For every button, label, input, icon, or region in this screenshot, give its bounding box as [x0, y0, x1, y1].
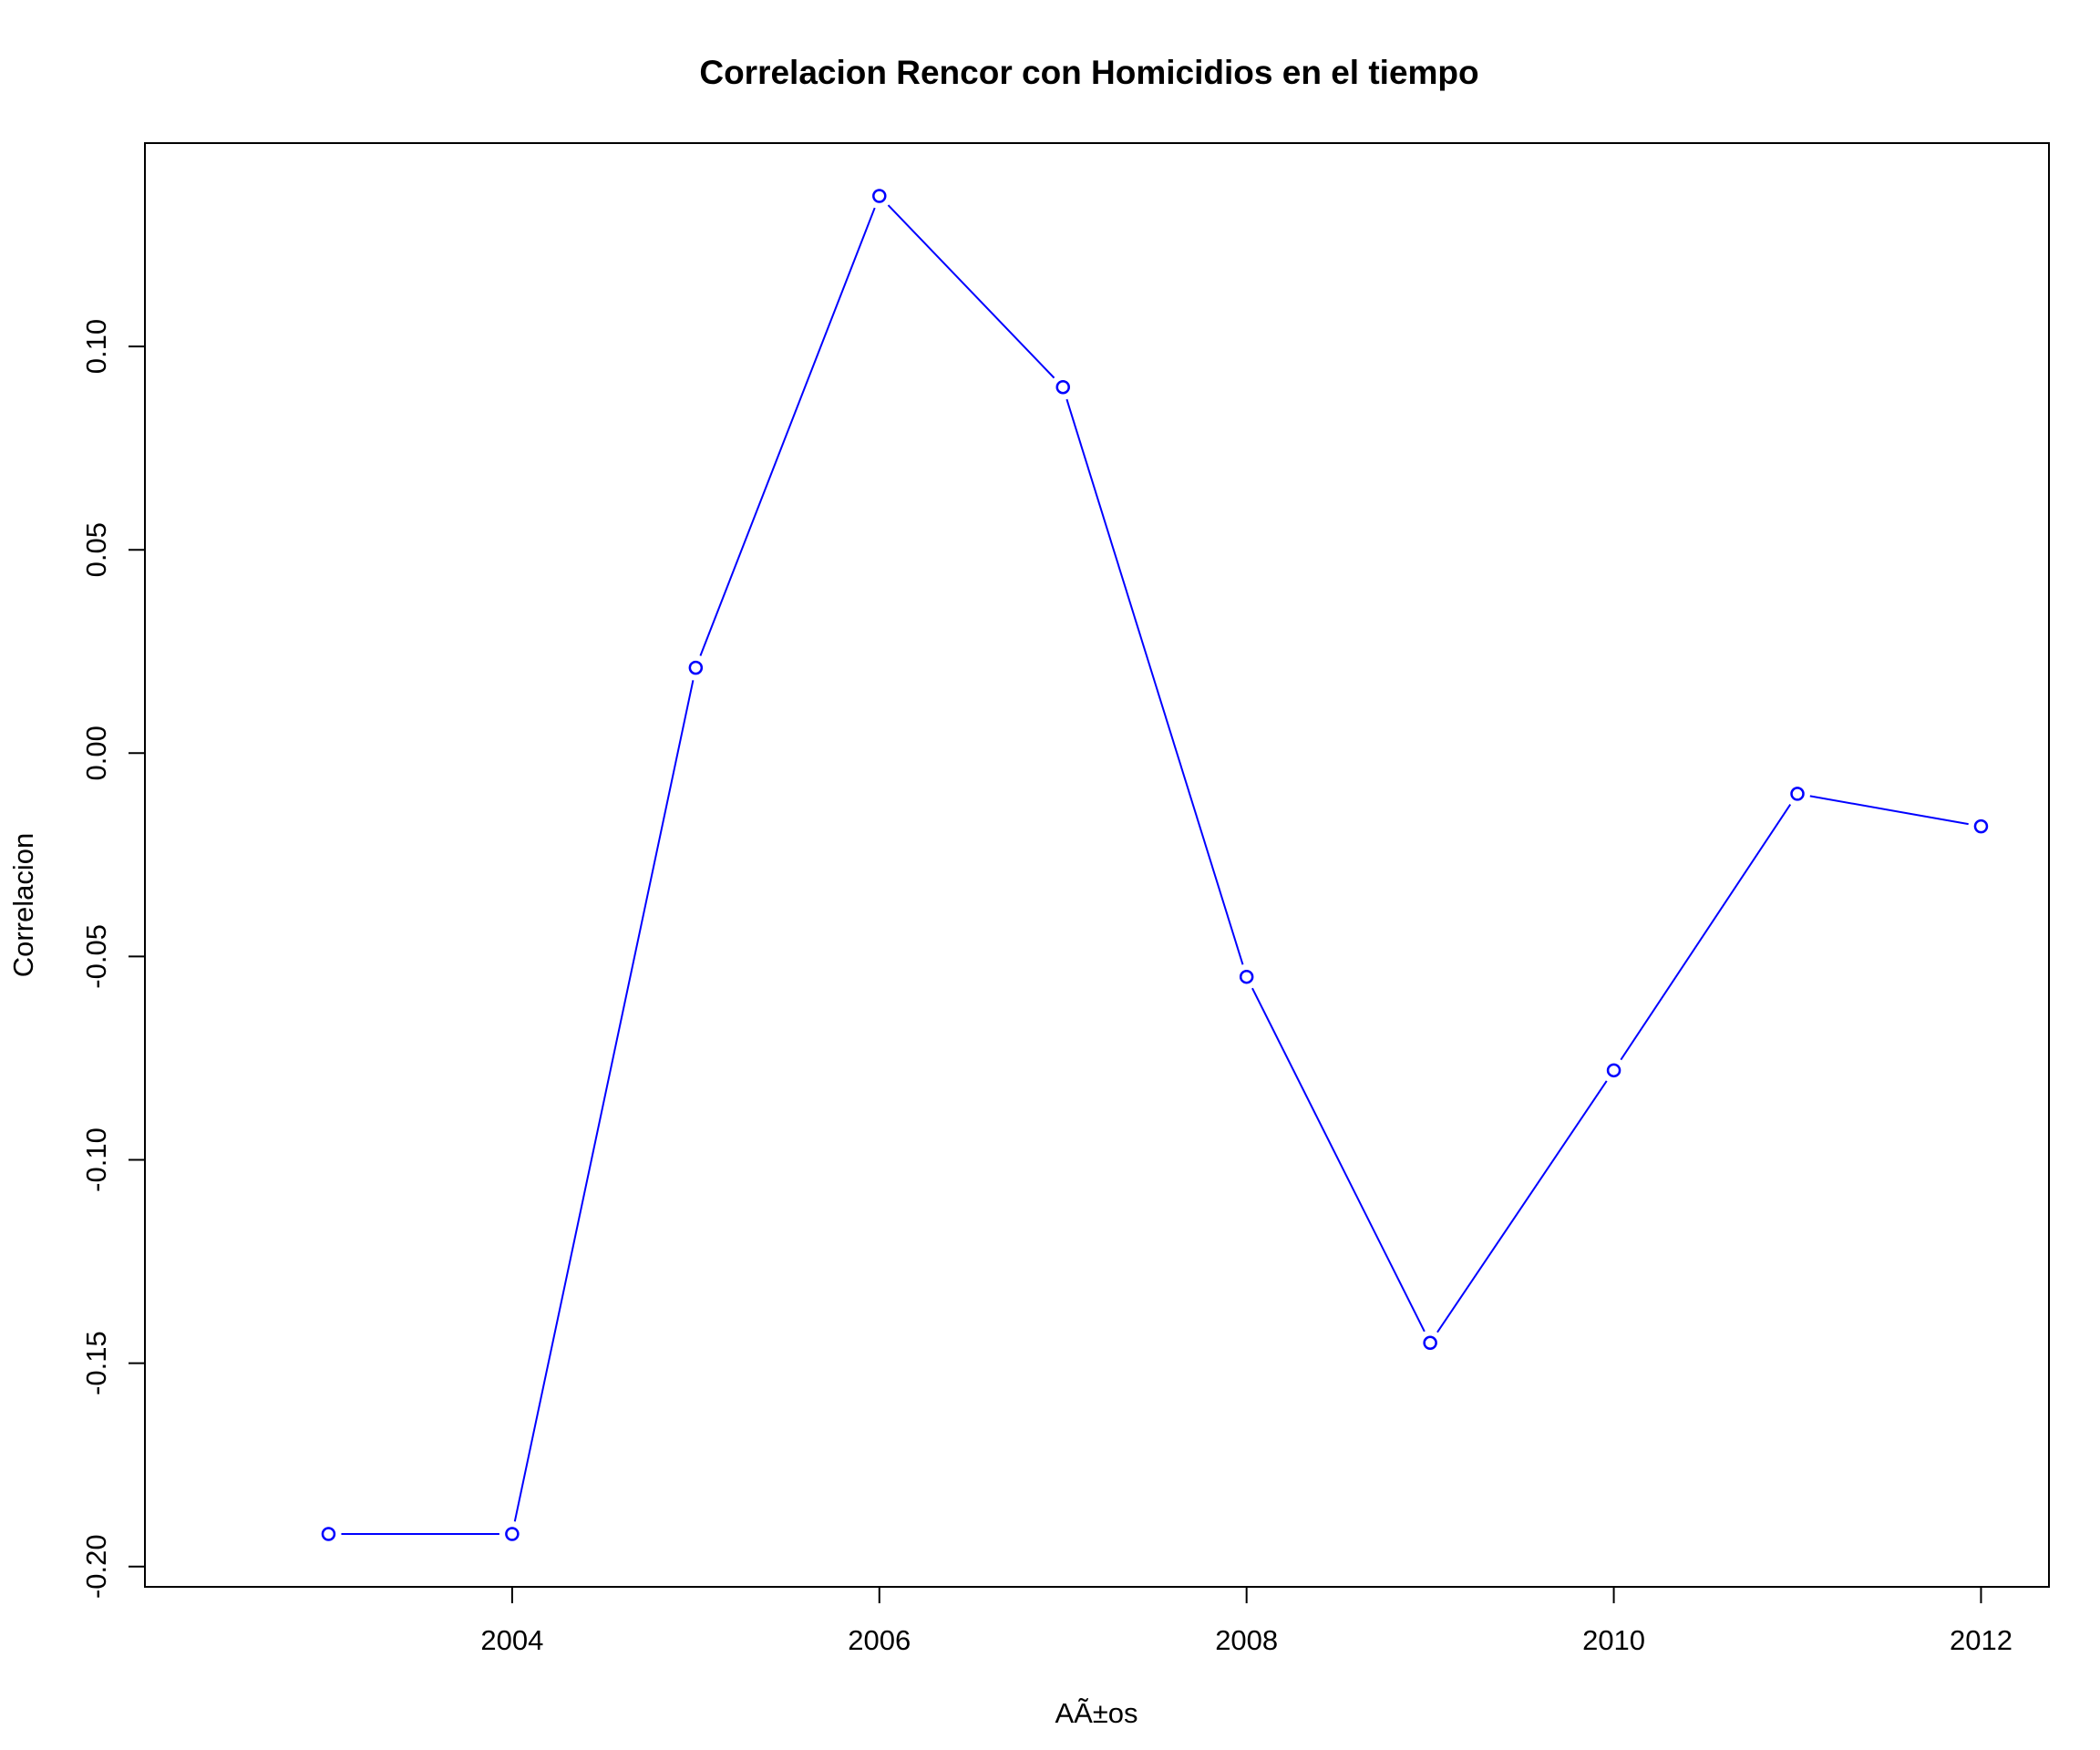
series-line-segment [887, 204, 1055, 379]
y-axis-label: Correlacion [7, 833, 39, 978]
data-point [688, 660, 704, 675]
x-axis: 2004 2006 2008 2010 2012 [480, 1586, 2012, 1656]
data-point [1239, 969, 1254, 984]
series-line-segment [1251, 987, 1426, 1333]
x-tick-label: 2010 [1582, 1624, 1645, 1656]
y-tick-label: -0.15 [80, 1331, 112, 1395]
x-tick-label: 2008 [1215, 1624, 1278, 1656]
data-point [1973, 818, 1989, 834]
y-axis: -0.20 -0.15 -0.10 -0.05 0.00 0.05 0.10 [80, 319, 146, 1599]
data-point [872, 189, 887, 203]
x-tick-label: 2012 [1950, 1624, 2012, 1656]
series-line-segment [1809, 795, 1969, 826]
x-tick-label: 2006 [848, 1624, 911, 1656]
y-tick-label: 0.05 [80, 522, 112, 577]
data-point [1423, 1335, 1437, 1351]
series-line-segment [513, 680, 695, 1522]
series-line-segment [699, 207, 876, 656]
y-tick-label: -0.05 [80, 924, 112, 989]
series-correlacion [321, 189, 1989, 1541]
data-point [505, 1527, 520, 1541]
data-point [1790, 787, 1805, 801]
x-tick-label: 2004 [480, 1624, 543, 1656]
y-tick-label: -0.20 [80, 1534, 112, 1599]
y-tick-label: 0.00 [80, 726, 112, 780]
chart-title: Correlacion Rencor con Homicidios en el … [699, 54, 1478, 91]
y-tick-label: 0.10 [80, 319, 112, 374]
x-axis-label: AÃ±os [1055, 1697, 1138, 1729]
data-point [1055, 379, 1070, 395]
data-point [321, 1527, 336, 1541]
series-line-segment [1436, 1080, 1608, 1333]
series-line-segment [1620, 804, 1792, 1061]
data-point [1606, 1063, 1621, 1078]
y-tick-label: -0.10 [80, 1127, 112, 1192]
series-line-segment [1065, 398, 1244, 965]
